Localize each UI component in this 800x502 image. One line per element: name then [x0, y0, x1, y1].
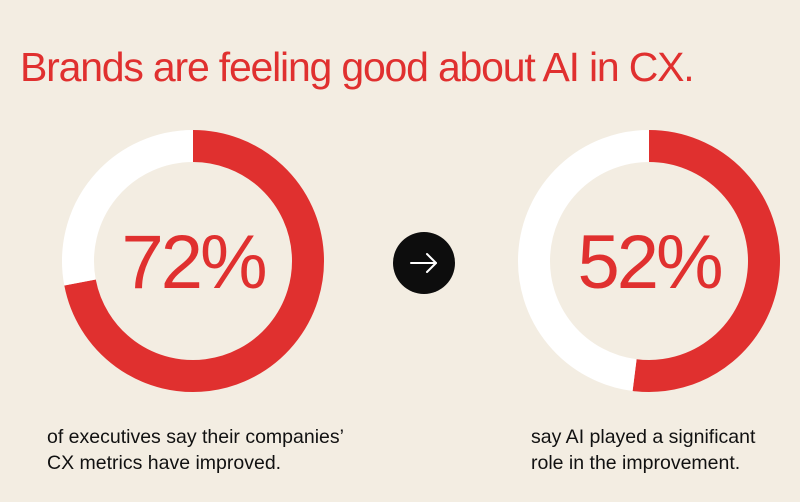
caption-line: say AI played a significant [531, 426, 756, 448]
donut-segment-value [64, 130, 324, 392]
donut-chart-executives: 72% [62, 130, 324, 392]
arrow-right-icon [410, 253, 437, 273]
donut-chart-ai-role: 52% [518, 130, 780, 392]
percentage-label: 72% [121, 220, 265, 305]
donut-segment-remainder [62, 130, 194, 286]
caption-executives: of executives say their companies’ CX me… [47, 424, 387, 476]
arrow-button [393, 232, 455, 294]
percentage-label: 52% [577, 220, 721, 305]
caption-line: role in the improvement. [531, 452, 741, 474]
caption-line: of executives say their companies’ [47, 426, 344, 448]
headline: Brands are feeling good about AI in CX. [20, 44, 695, 90]
donut-segment-value [632, 130, 780, 392]
caption-ai-role: say AI played a significant role in the … [531, 424, 791, 476]
caption-line: CX metrics have improved. [47, 452, 282, 474]
donut-segment-remainder [518, 130, 650, 391]
